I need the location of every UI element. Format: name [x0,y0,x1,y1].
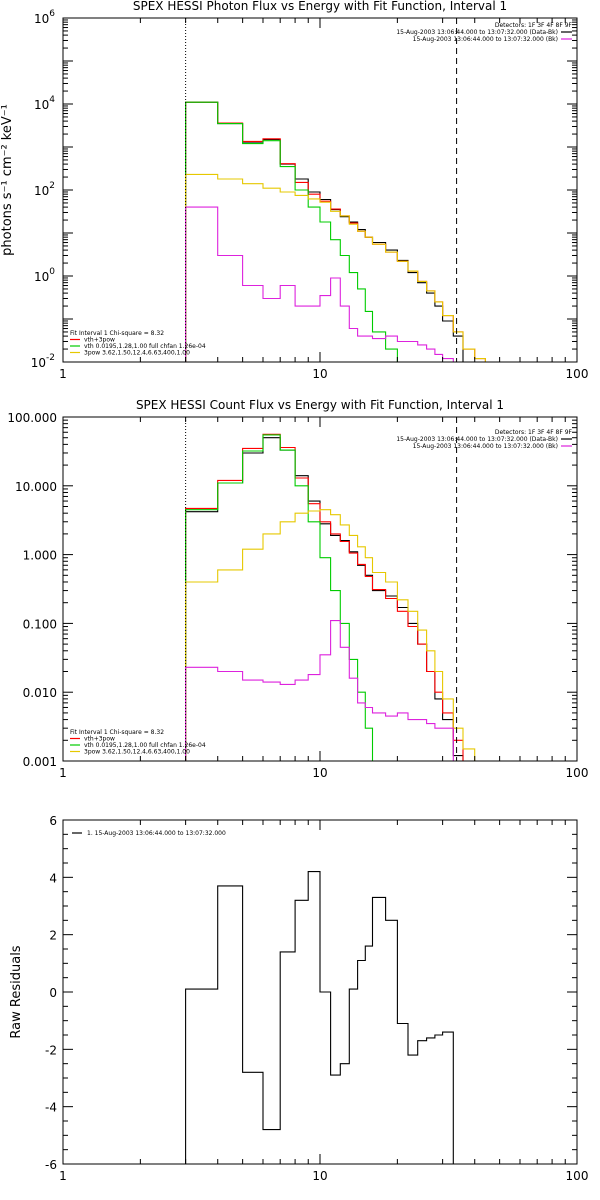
series-2-line [185,434,386,761]
x-axis-ticks [62,417,578,761]
y-tick-label: 1.000 [23,549,57,563]
series-group [185,871,454,1164]
y-tick-label: -4 [45,1101,57,1115]
legend-entry: vth+3pow [84,337,115,344]
legend-entry: 3pow 3.62,1.50,12.4,6.63,400,1.00 [84,350,190,357]
legend-entry: Fit Interval 1 Chi-square = 8.32 [70,729,164,736]
y-axis-label: Raw Residuals [9,945,24,1038]
y-tick-label: -6 [45,1158,57,1172]
y-axis-label: photons s⁻¹ cm⁻² keV⁻¹ [0,104,15,256]
legend-entry: 1. 15-Aug-2003 13:06:44.000 to 13:07:32.… [87,830,226,837]
header-text-line: 15-Aug-2003 13:06:44.000 to 13:07:32.000… [396,29,558,36]
y-axis-ticks [63,416,577,762]
legend-entry: vth 0.0195,1.28,1.00 full chfan 1.26e-04 [84,742,206,749]
x-tick-label: 10 [312,766,327,780]
header-text-line: Detectors: 1F 3F 4F 8F 9F [495,22,573,29]
y-tick-label: 10.000 [15,480,57,494]
series-group [185,101,486,362]
x-axis-ticks [62,820,578,1164]
series-3-line [185,173,486,362]
y-tick-label: 6 [49,814,57,828]
series-1-line [185,101,486,362]
legend-entry: 3pow 3.62,1.50,12.4,6.63,400,1.00 [84,749,190,756]
y-tick-label: -2 [45,1043,57,1057]
y-tick-label: 0 [49,986,57,1000]
y-tick-label: 100.000 [7,411,57,425]
y-tick-label: 0.100 [23,617,57,631]
x-tick-label: 100 [566,766,589,780]
x-tick-label: 10 [312,367,327,381]
y-tick-label: 0.001 [23,755,57,769]
x-tick-label: 1 [59,1169,67,1183]
count-flux-plot: SPEX HESSI Count Flux vs Energy with Fit… [7,398,588,780]
series-group [185,433,476,761]
y-tick-label: 10-2 [31,353,55,370]
y-tick-label: 104 [34,95,55,112]
y-tick-label: 2 [49,929,57,943]
legend-entry: vth 0.0195,1.28,1.00 full chfan 1.26e-04 [84,343,206,350]
x-tick-label: 1 [59,367,67,381]
x-tick-label: 100 [566,1169,589,1183]
residuals-plot: 1 10 100 -6 -4 -2 0 2 4 6 Raw Residuals 1. 15-Aug-2… [9,814,588,1183]
y-tick-label: 100 [34,267,55,284]
y-tick-label: 106 [34,9,55,26]
photon-flux-plot: SPEX HESSI Photon Flux vs Energy with Fi… [0,0,588,381]
plot-frame [62,17,578,363]
x-tick-label: 100 [566,367,589,381]
y-tick-label: 4 [49,871,57,885]
plot-frame [62,416,578,762]
series-0-line [185,101,464,362]
y-axis-ticks [63,17,577,363]
chart-title: SPEX HESSI Photon Flux vs Energy with Fi… [133,0,507,13]
series-4-line [185,206,454,362]
series-4-line [185,620,454,761]
header-text-line: 15-Aug-2003 13:06:44.000 to 13:07:32.000… [396,436,558,443]
y-tick-label: 102 [34,181,55,198]
legend-entry: Fit Interval 1 Chi-square = 8.32 [70,330,164,337]
y-axis-ticks [63,819,577,1165]
header-text-line: 15-Aug-2003 13:06:44.000 to 13:07:32.000… [413,36,558,43]
series-0-line [185,871,454,1164]
y-tick-label: 0.010 [23,686,57,700]
series-1-line [185,433,475,761]
header-text-line: Detectors: 1F 3F 4F 8F 9F [495,429,573,436]
series-2-line [185,101,398,362]
series-3-line [185,509,476,761]
header-text-line: 15-Aug-2003 13:06:44.000 to 13:07:32.000… [413,443,558,450]
legend-entry: vth+3pow [84,736,115,743]
series-0-line [185,437,464,761]
x-axis-ticks [62,18,578,362]
x-tick-label: 10 [312,1169,327,1183]
chart-title: SPEX HESSI Count Flux vs Energy with Fit… [136,398,504,412]
x-tick-label: 1 [59,766,67,780]
